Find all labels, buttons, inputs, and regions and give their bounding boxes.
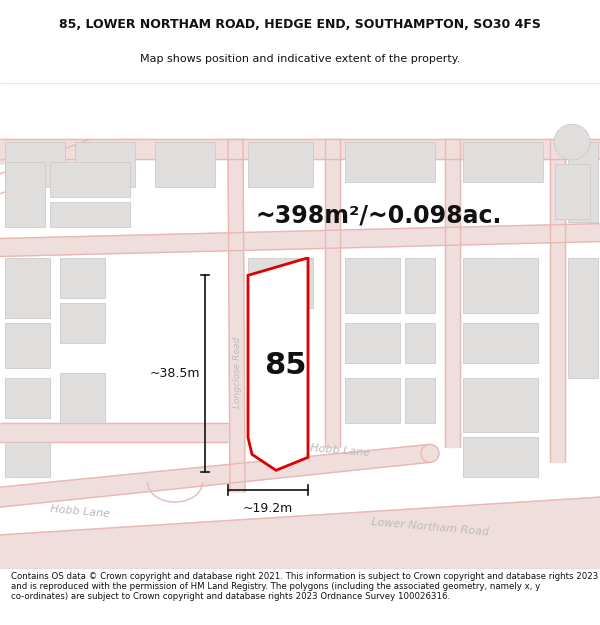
Bar xyxy=(60,258,105,298)
Polygon shape xyxy=(0,224,600,256)
Text: ~398m²/~0.098ac.: ~398m²/~0.098ac. xyxy=(255,204,502,228)
Bar xyxy=(60,303,105,343)
Polygon shape xyxy=(325,139,340,448)
Text: Contains OS data © Crown copyright and database right 2021. This information is : Contains OS data © Crown copyright and d… xyxy=(11,571,598,601)
Bar xyxy=(248,318,298,358)
Polygon shape xyxy=(248,258,308,470)
Bar xyxy=(345,378,400,423)
Bar xyxy=(5,442,50,478)
Bar xyxy=(5,323,50,368)
Text: Map shows position and indicative extent of the property.: Map shows position and indicative extent… xyxy=(140,54,460,64)
Bar xyxy=(405,258,435,313)
Polygon shape xyxy=(0,497,600,569)
Text: ~38.5m: ~38.5m xyxy=(149,368,200,380)
Polygon shape xyxy=(228,139,245,492)
Text: Lower Northam Road: Lower Northam Road xyxy=(371,517,489,537)
Bar xyxy=(463,378,538,432)
Bar xyxy=(75,142,135,187)
Bar xyxy=(248,142,313,187)
Bar xyxy=(155,142,215,187)
Text: Hobb Lane: Hobb Lane xyxy=(50,504,110,519)
Bar xyxy=(50,162,130,197)
Bar xyxy=(345,142,435,182)
Bar xyxy=(405,378,435,423)
Polygon shape xyxy=(0,139,130,164)
Bar xyxy=(5,378,50,418)
Polygon shape xyxy=(0,422,228,442)
Bar xyxy=(60,372,105,423)
Circle shape xyxy=(421,444,439,462)
Text: 85: 85 xyxy=(264,351,306,381)
Polygon shape xyxy=(0,139,600,159)
Bar xyxy=(463,323,538,363)
Bar xyxy=(463,258,538,313)
Bar xyxy=(5,258,50,318)
Bar xyxy=(405,323,435,363)
Bar xyxy=(463,142,543,182)
Text: Hobb Lane: Hobb Lane xyxy=(310,442,370,458)
Polygon shape xyxy=(0,444,430,507)
Bar xyxy=(248,258,313,308)
Polygon shape xyxy=(445,139,460,448)
Bar xyxy=(345,323,400,363)
Circle shape xyxy=(554,124,590,160)
Text: Longclose Road: Longclose Road xyxy=(233,338,241,408)
Bar xyxy=(345,258,400,313)
Bar xyxy=(248,368,298,413)
Bar xyxy=(555,164,590,219)
Bar xyxy=(463,438,538,478)
Bar xyxy=(50,202,130,227)
Bar xyxy=(5,142,65,187)
Text: ~19.2m: ~19.2m xyxy=(243,502,293,514)
Bar xyxy=(568,142,598,222)
Polygon shape xyxy=(550,139,565,462)
Bar xyxy=(5,162,45,227)
Text: 85, LOWER NORTHAM ROAD, HEDGE END, SOUTHAMPTON, SO30 4FS: 85, LOWER NORTHAM ROAD, HEDGE END, SOUTH… xyxy=(59,18,541,31)
Bar xyxy=(568,258,598,378)
